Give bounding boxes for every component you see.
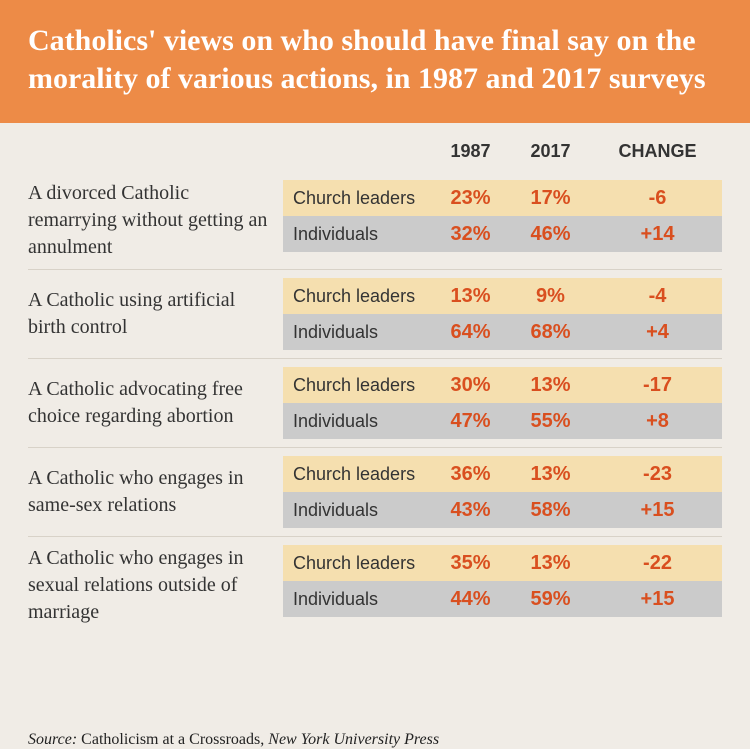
value-change: +14 xyxy=(593,223,722,246)
value-y2017: 59% xyxy=(508,588,593,611)
value-change: +15 xyxy=(593,499,722,522)
value-change: -23 xyxy=(593,463,722,486)
response-sublabel: Church leaders xyxy=(283,188,433,209)
column-header-change: CHANGE xyxy=(593,141,722,162)
column-headers-row: 1987 2017 CHANGE xyxy=(28,141,722,162)
question-groups: A divorced Catholic remarrying without g… xyxy=(28,172,722,634)
response-rows: Church leaders36%13%-23Individuals43%58%… xyxy=(283,456,722,528)
value-y1987: 43% xyxy=(433,499,508,522)
question-label: A Catholic advocating free choice regard… xyxy=(28,367,283,439)
value-y2017: 13% xyxy=(508,463,593,486)
value-y1987: 36% xyxy=(433,463,508,486)
value-change: -17 xyxy=(593,374,722,397)
source-label: Source: xyxy=(28,731,77,748)
value-change: +8 xyxy=(593,410,722,433)
value-y1987: 44% xyxy=(433,588,508,611)
value-y1987: 13% xyxy=(433,285,508,308)
response-sublabel: Individuals xyxy=(283,589,433,610)
header-bar: Catholics' views on who should have fina… xyxy=(0,0,750,123)
question-group: A divorced Catholic remarrying without g… xyxy=(28,172,722,270)
value-y1987: 47% xyxy=(433,410,508,433)
infographic-title: Catholics' views on who should have fina… xyxy=(28,22,722,97)
response-row-indiv: Individuals47%55%+8 xyxy=(283,403,722,439)
question-group: A Catholic advocating free choice regard… xyxy=(28,359,722,448)
response-sublabel: Individuals xyxy=(283,500,433,521)
question-label: A Catholic who engages in same-sex relat… xyxy=(28,456,283,528)
question-group: A Catholic who engages in sexual relatio… xyxy=(28,537,722,634)
question-label: A Catholic who engages in sexual relatio… xyxy=(28,545,283,626)
question-label: A Catholic using artificial birth contro… xyxy=(28,278,283,350)
response-sublabel: Church leaders xyxy=(283,375,433,396)
response-row-indiv: Individuals43%58%+15 xyxy=(283,492,722,528)
response-rows: Church leaders23%17%-6Individuals32%46%+… xyxy=(283,180,722,261)
value-y2017: 17% xyxy=(508,187,593,210)
value-change: -6 xyxy=(593,187,722,210)
table-content: 1987 2017 CHANGE A divorced Catholic rem… xyxy=(0,123,750,709)
value-change: +15 xyxy=(593,588,722,611)
value-y2017: 58% xyxy=(508,499,593,522)
response-sublabel: Church leaders xyxy=(283,464,433,485)
response-sublabel: Individuals xyxy=(283,411,433,432)
value-y2017: 68% xyxy=(508,321,593,344)
response-row-indiv: Individuals64%68%+4 xyxy=(283,314,722,350)
response-row-church: Church leaders13%9%-4 xyxy=(283,278,722,314)
column-header-2017: 2017 xyxy=(508,141,593,162)
value-y1987: 35% xyxy=(433,552,508,575)
response-row-indiv: Individuals32%46%+14 xyxy=(283,216,722,252)
source-publisher: New York University Press xyxy=(268,731,439,748)
value-change: -4 xyxy=(593,285,722,308)
response-row-church: Church leaders23%17%-6 xyxy=(283,180,722,216)
response-sublabel: Individuals xyxy=(283,224,433,245)
value-y1987: 30% xyxy=(433,374,508,397)
value-y2017: 46% xyxy=(508,223,593,246)
value-y1987: 23% xyxy=(433,187,508,210)
response-sublabel: Church leaders xyxy=(283,286,433,307)
response-row-indiv: Individuals44%59%+15 xyxy=(283,581,722,617)
header-sub-spacer xyxy=(283,141,433,162)
source-line: Source: Catholicism at a Crossroads, New… xyxy=(0,709,750,749)
value-y2017: 9% xyxy=(508,285,593,308)
value-change: -22 xyxy=(593,552,722,575)
value-y2017: 13% xyxy=(508,374,593,397)
response-row-church: Church leaders30%13%-17 xyxy=(283,367,722,403)
question-label: A divorced Catholic remarrying without g… xyxy=(28,180,283,261)
response-row-church: Church leaders36%13%-23 xyxy=(283,456,722,492)
value-change: +4 xyxy=(593,321,722,344)
response-row-church: Church leaders35%13%-22 xyxy=(283,545,722,581)
question-group: A Catholic using artificial birth contro… xyxy=(28,270,722,359)
response-rows: Church leaders13%9%-4Individuals64%68%+4 xyxy=(283,278,722,350)
value-y2017: 55% xyxy=(508,410,593,433)
infographic-container: Catholics' views on who should have fina… xyxy=(0,0,750,749)
response-sublabel: Church leaders xyxy=(283,553,433,574)
value-y1987: 64% xyxy=(433,321,508,344)
value-y2017: 13% xyxy=(508,552,593,575)
question-group: A Catholic who engages in same-sex relat… xyxy=(28,448,722,537)
response-rows: Church leaders35%13%-22Individuals44%59%… xyxy=(283,545,722,626)
response-sublabel: Individuals xyxy=(283,322,433,343)
response-rows: Church leaders30%13%-17Individuals47%55%… xyxy=(283,367,722,439)
header-spacer xyxy=(28,141,283,162)
source-title: Catholicism at a Crossroads, xyxy=(81,731,264,748)
value-y1987: 32% xyxy=(433,223,508,246)
column-header-1987: 1987 xyxy=(433,141,508,162)
